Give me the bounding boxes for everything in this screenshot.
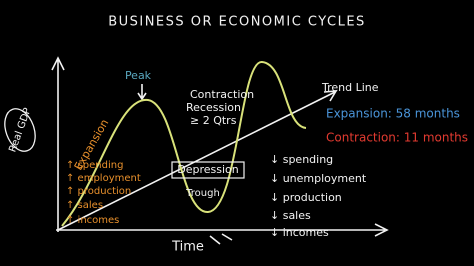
peak-label: Peak [125, 69, 152, 82]
y-axis [51, 56, 65, 232]
x-axis [56, 223, 389, 237]
x-axis-label: Time [171, 240, 204, 255]
trend-line [57, 90, 338, 231]
contraction-stat: Contraction: 11 months [326, 131, 468, 145]
contraction-label: Contraction [190, 88, 254, 101]
trend-line-label: Trend Line [321, 81, 379, 94]
scribble [209, 233, 233, 245]
expansion-stat: Expansion: 58 months [326, 107, 460, 121]
expansion-item: ↑ production [66, 186, 131, 197]
contraction-item: ↓ incomes [270, 226, 329, 239]
cycle-curve [61, 60, 307, 227]
contraction-item: ↓ unemployment [270, 172, 367, 185]
recession-label: Recession [186, 101, 241, 114]
gdp-circle [4, 108, 36, 152]
depression-label: Depression [177, 163, 239, 176]
expansion-item: ↑ incomes [66, 215, 119, 226]
contraction-item: ↓ production [270, 191, 342, 204]
recession-duration: ≥ 2 Qtrs [190, 114, 237, 127]
title: BUSINESS OR ECONOMIC CYCLES [108, 15, 366, 30]
expansion-item: ↑ spending [66, 160, 123, 171]
depression-box [171, 161, 245, 179]
expansion-item: ↑ sales [66, 200, 103, 211]
trough-label: Trough [185, 188, 220, 199]
contraction-item: ↓ sales [270, 209, 311, 222]
axes [51, 56, 389, 245]
contraction-item: ↓ spending [270, 153, 333, 166]
expansion-item: ↑ employment [66, 173, 141, 184]
peak-arrow [137, 84, 147, 101]
